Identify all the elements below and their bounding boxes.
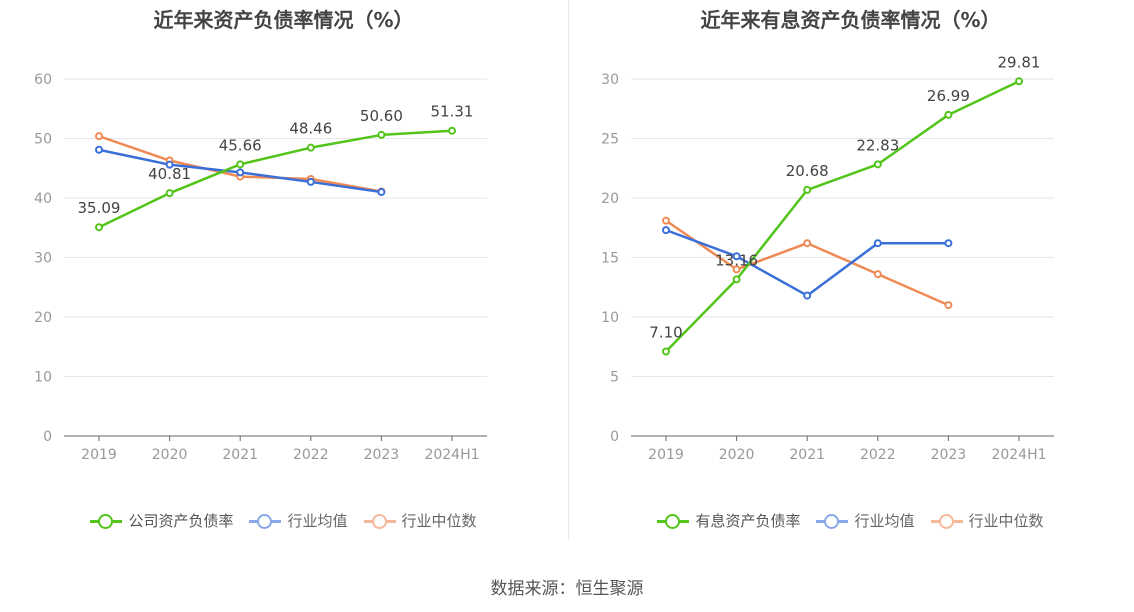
y-tick-label: 15	[601, 251, 619, 267]
data-label: 29.81	[998, 53, 1041, 71]
legend-item-company[interactable]: 有息资产负债率	[657, 510, 800, 531]
x-tick-label: 2024H1	[424, 447, 479, 463]
legend-marker-icon	[816, 513, 849, 529]
y-tick-label: 5	[610, 370, 619, 386]
y-tick-label: 30	[601, 72, 619, 88]
y-tick-label: 10	[34, 370, 52, 386]
data-point	[873, 160, 882, 169]
data-point	[873, 239, 882, 248]
data-point	[944, 110, 953, 119]
data-point	[236, 168, 245, 177]
y-tick-label: 10	[601, 310, 619, 326]
data-point	[803, 239, 812, 248]
legend-label: 公司资产负债率	[128, 512, 234, 530]
y-tick-label: 60	[34, 72, 52, 88]
legend-label: 有息资产负债率	[695, 512, 801, 530]
data-point	[306, 177, 315, 186]
data-label: 45.66	[219, 136, 262, 154]
x-tick-label: 2023	[931, 447, 967, 463]
y-tick-label: 25	[601, 132, 619, 148]
y-tick-label: 0	[610, 429, 619, 445]
data-point	[944, 239, 953, 248]
data-label: 40.81	[148, 165, 191, 183]
data-point	[662, 226, 670, 235]
data-point	[944, 301, 953, 310]
legend-marker-icon	[90, 513, 123, 529]
data-point	[873, 270, 882, 279]
x-tick-label: 2022	[293, 447, 329, 463]
y-tick-label: 50	[34, 132, 52, 148]
data-point	[377, 130, 386, 139]
data-point	[662, 216, 670, 225]
legend-marker-icon	[930, 513, 963, 529]
x-tick-label: 2020	[719, 447, 755, 463]
data-point	[732, 265, 741, 274]
data-point	[165, 189, 174, 198]
data-point	[377, 188, 386, 197]
y-tick-label: 40	[34, 191, 52, 207]
legend-marker-icon	[249, 513, 282, 529]
x-tick-label: 2024H1	[991, 447, 1046, 463]
legend-item-company[interactable]: 公司资产负债率	[90, 510, 233, 531]
legend-item-industry-mean[interactable]: 行业均值	[249, 510, 348, 531]
line-chart-interest-debt-ratio: 0 5 10 15 20 25 30 2019 2020 2021 2022 2023 2024H1 7.…	[601, 53, 1054, 463]
legend-marker-icon	[657, 513, 690, 529]
chart-panel-interest-debt-ratio: 近年来有息资产负债率情况（%） 0 5 10 15 20 25 30 2019 2020 2021…	[567, 0, 1134, 560]
legend-item-industry-median[interactable]: 行业中位数	[930, 510, 1044, 531]
y-tick-label: 20	[601, 191, 619, 207]
data-label: 48.46	[289, 120, 332, 138]
panel-divider	[568, 0, 569, 540]
legend-label: 行业均值	[854, 512, 915, 530]
data-label: 50.60	[360, 107, 403, 125]
x-tick-label: 2021	[789, 447, 825, 463]
data-point	[448, 126, 456, 135]
legend-label: 行业中位数	[401, 512, 477, 530]
x-tick-label: 2020	[152, 447, 188, 463]
legend-marker-icon	[363, 513, 396, 529]
data-label: 35.09	[78, 199, 121, 217]
series-line	[98, 129, 453, 229]
legend: 有息资产负债率 行业均值 行业中位数	[567, 510, 1134, 531]
data-point	[95, 223, 103, 232]
y-tick-label: 30	[34, 251, 52, 267]
x-tick-label: 2022	[860, 447, 896, 463]
legend-label: 行业均值	[287, 512, 348, 530]
data-label: 7.10	[649, 324, 682, 342]
data-point	[95, 145, 103, 154]
data-point	[732, 252, 741, 261]
legend-label: 行业中位数	[968, 512, 1044, 530]
x-tick-label: 2021	[222, 447, 258, 463]
series-line	[665, 80, 1020, 353]
data-point	[165, 160, 174, 169]
chart-title: 近年来资产负债率情况（%）	[153, 8, 414, 32]
data-point	[236, 160, 245, 169]
legend: 公司资产负债率 行业均值 行业中位数	[0, 510, 567, 531]
data-label: 22.83	[856, 136, 899, 154]
data-label: 51.31	[431, 103, 474, 121]
x-tick-label: 2019	[81, 447, 117, 463]
data-point	[803, 291, 812, 300]
y-tick-label: 20	[34, 310, 52, 326]
data-point	[306, 143, 315, 152]
line-chart-debt-ratio: 0 10 20 30 40 50 60 2019 2020 2021 2022 2023 2024H1 3…	[34, 72, 487, 463]
data-label: 20.68	[786, 162, 829, 180]
data-label: 26.99	[927, 87, 970, 105]
data-point	[803, 185, 812, 194]
y-tick-label: 0	[43, 429, 52, 445]
legend-item-industry-mean[interactable]: 行业均值	[816, 510, 915, 531]
chart-panel-debt-ratio: 近年来资产负债率情况（%） 0 10 20 30 40 50 60 2019 2020 2021 2…	[0, 0, 567, 560]
data-point	[732, 275, 741, 284]
data-source-note: 数据来源：恒生聚源	[490, 579, 644, 599]
chart-title: 近年来有息资产负债率情况（%）	[700, 8, 1001, 32]
data-point	[1015, 77, 1023, 86]
data-label: 13.16	[715, 251, 758, 269]
data-point	[95, 132, 103, 141]
data-point	[662, 347, 670, 356]
x-tick-label: 2019	[648, 447, 684, 463]
legend-item-industry-median[interactable]: 行业中位数	[363, 510, 477, 531]
x-tick-label: 2023	[364, 447, 400, 463]
